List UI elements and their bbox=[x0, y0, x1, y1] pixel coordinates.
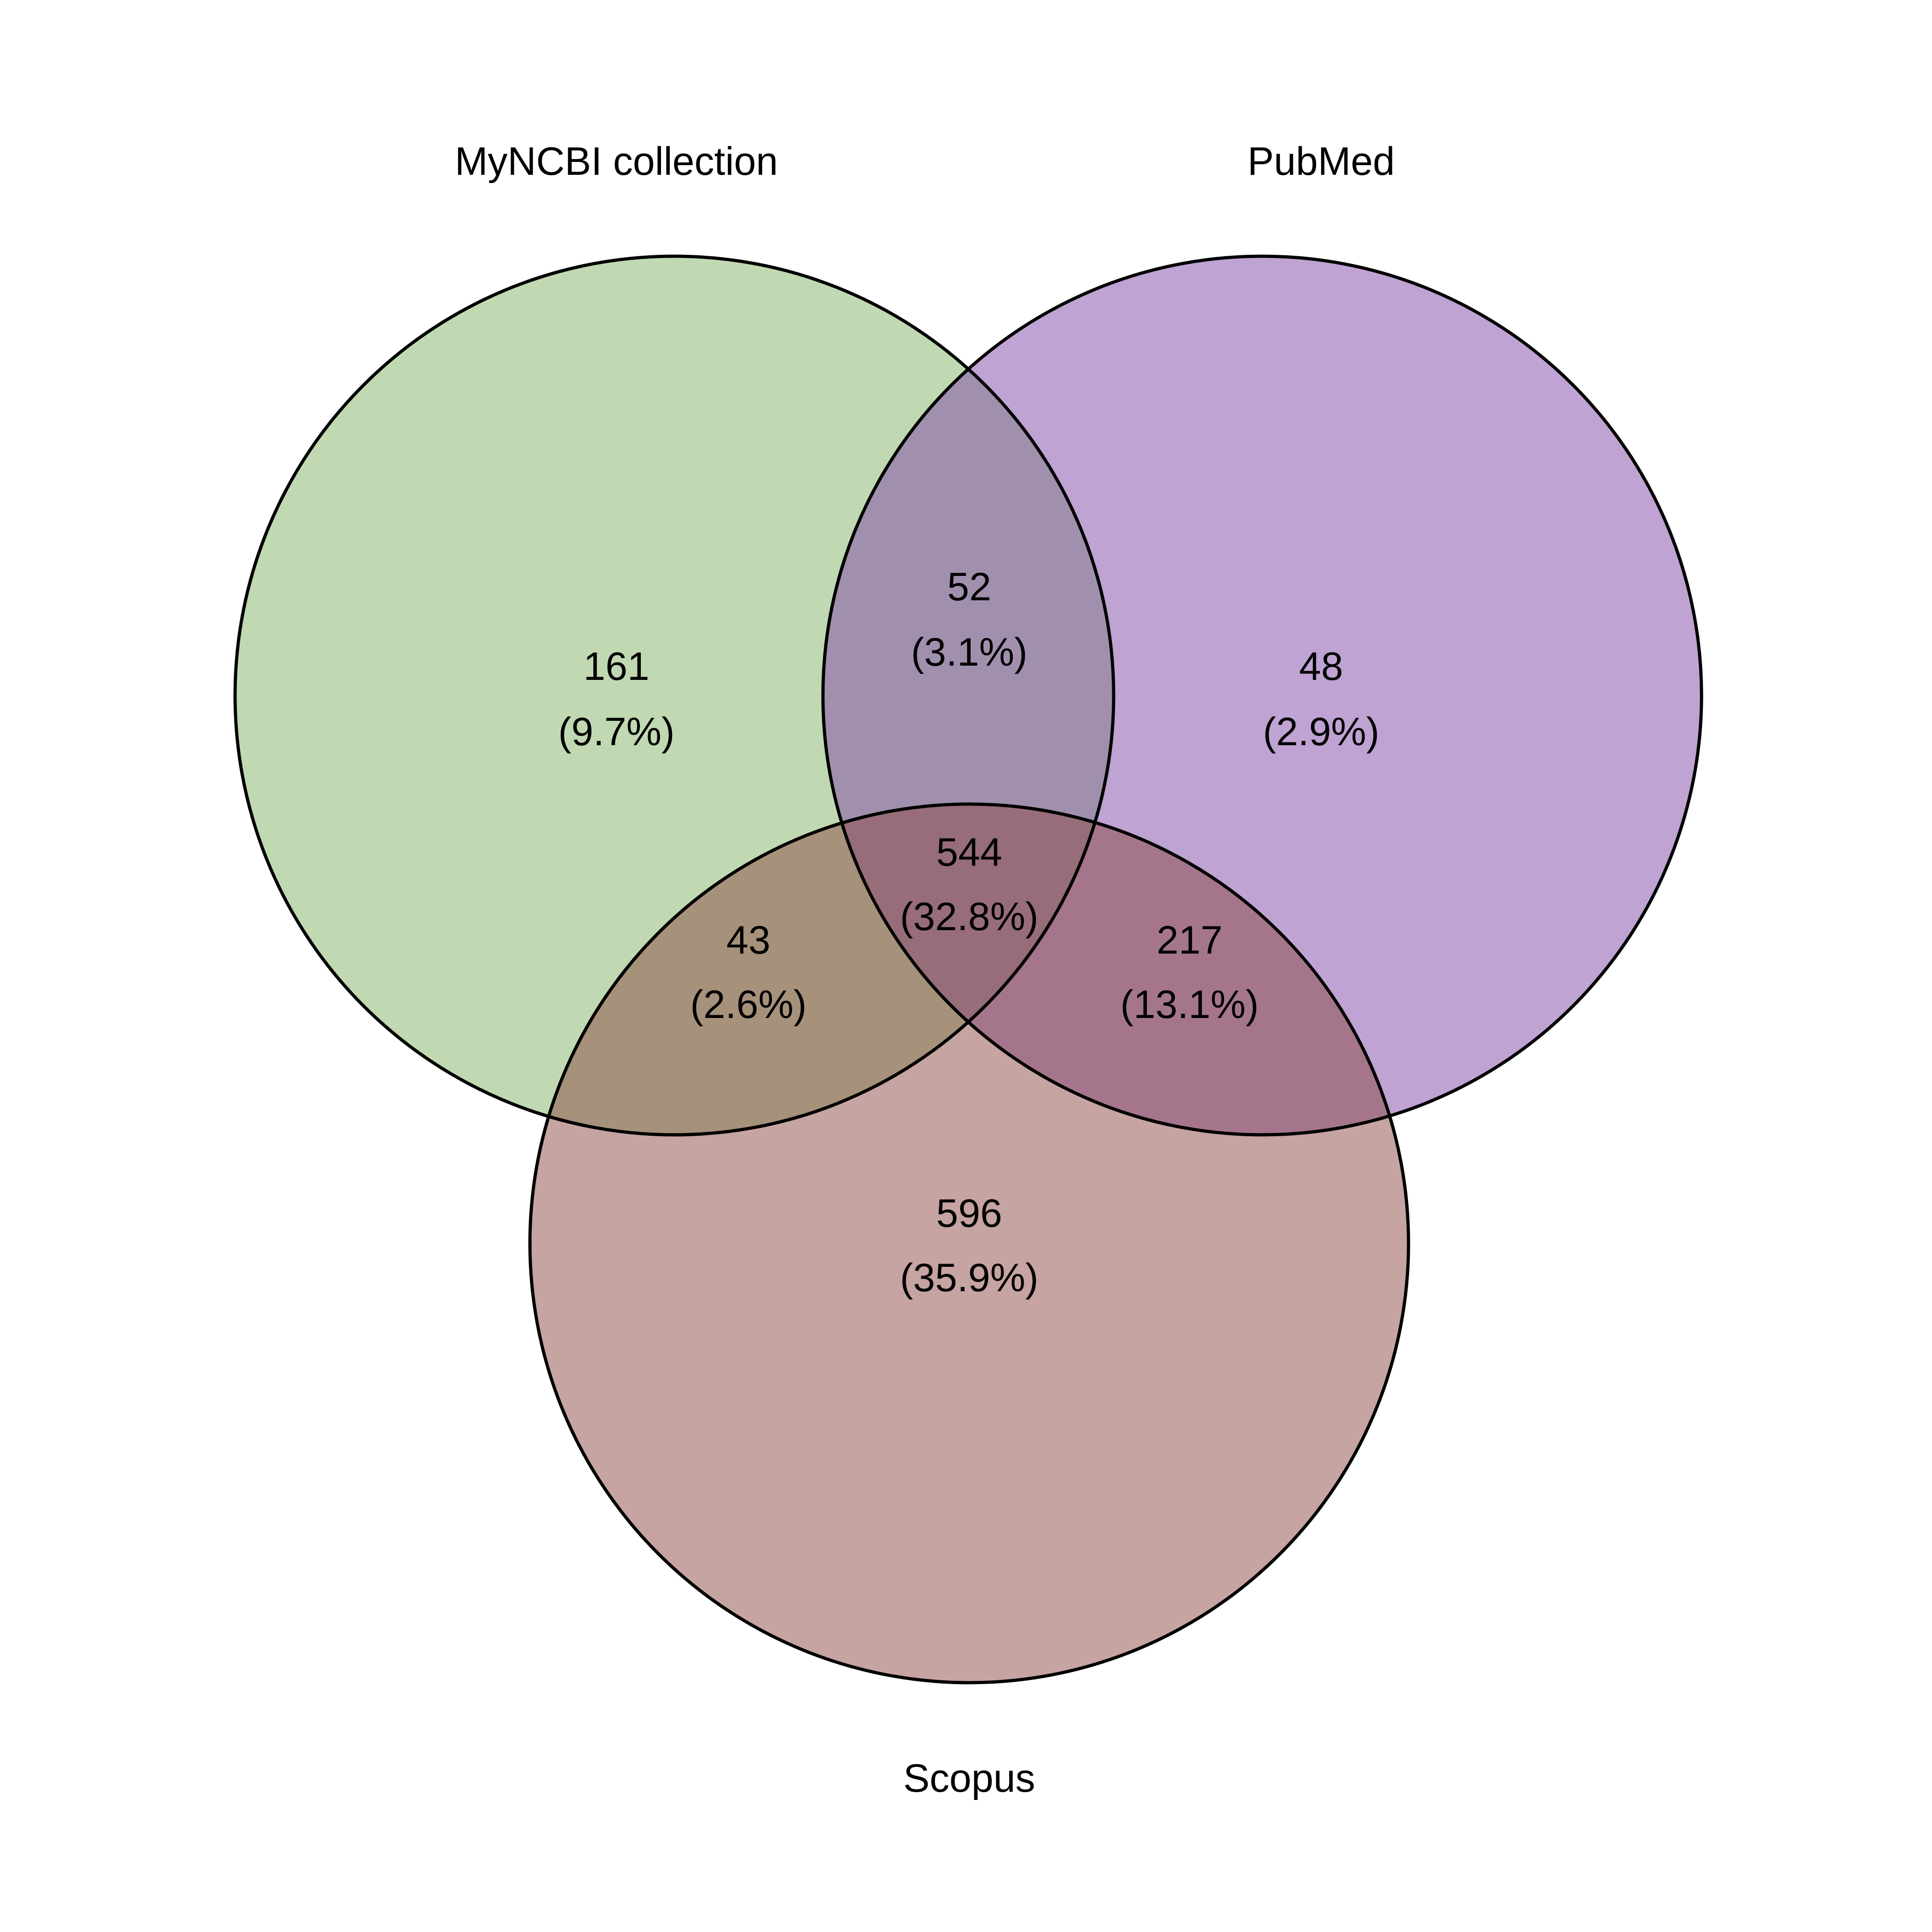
set-label-myncbi: MyNCBI collection bbox=[455, 139, 778, 184]
region-percent-pubmed-scopus: (13.1%) bbox=[1120, 983, 1259, 1027]
region-count-all-three: 544 bbox=[936, 830, 1002, 874]
circle-fill-scopus bbox=[530, 804, 1409, 1683]
set-label-pubmed: PubMed bbox=[1248, 139, 1395, 184]
region-count-myncbi-pubmed: 52 bbox=[947, 565, 991, 609]
region-percent-pubmed-only: (2.9%) bbox=[1263, 710, 1379, 754]
circle-outline-myncbi bbox=[233, 254, 1116, 1137]
circle-outlines bbox=[233, 254, 1703, 1685]
region-count-pubmed-only: 48 bbox=[1299, 644, 1343, 689]
region-percent-myncbi-scopus: (2.6%) bbox=[690, 983, 806, 1027]
region-count-pubmed-scopus: 217 bbox=[1156, 918, 1223, 962]
region-count-scopus-only: 596 bbox=[936, 1191, 1002, 1236]
region-percent-myncbi-only: (9.7%) bbox=[558, 710, 674, 754]
circle-fills bbox=[235, 256, 1702, 1683]
region-count-myncbi-scopus: 43 bbox=[726, 918, 770, 962]
set-label-scopus: Scopus bbox=[903, 1756, 1035, 1800]
circle-outline-scopus bbox=[528, 802, 1410, 1685]
region-percent-myncbi-pubmed: (3.1%) bbox=[911, 630, 1027, 674]
circle-outline-pubmed bbox=[821, 254, 1703, 1137]
region-percent-all-three: (32.8%) bbox=[900, 895, 1038, 939]
region-count-myncbi-only: 161 bbox=[583, 644, 650, 689]
region-percent-scopus-only: (35.9%) bbox=[900, 1256, 1038, 1300]
